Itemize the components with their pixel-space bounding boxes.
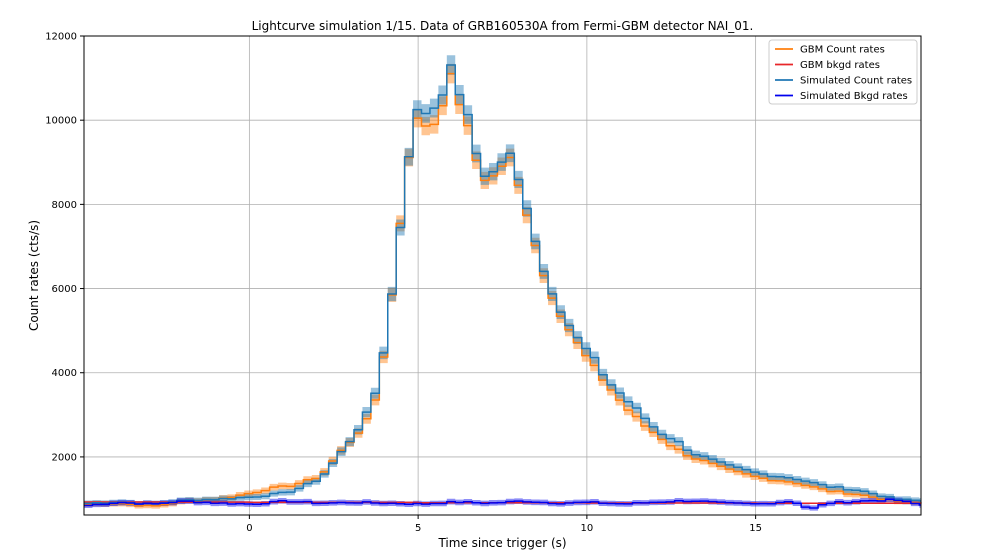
legend-box <box>768 39 918 105</box>
plot-frame <box>83 35 922 516</box>
error-band-gbm-count-rates <box>84 63 921 509</box>
series-line-simulated-count-rates <box>84 64 921 505</box>
grid-lines <box>84 35 921 515</box>
y-tick-label: 2000 <box>52 452 77 463</box>
legend: GBM Count rates GBM bkgd rates Simulated C… <box>768 39 918 105</box>
legend-label: Simulated Bkgd rates <box>800 91 908 102</box>
y-axis-title: Count rates (cts/s) <box>27 220 41 331</box>
y-tick-label: 12000 <box>45 32 77 43</box>
x-axis-title: Time since trigger (s) <box>437 536 566 550</box>
x-tick-label: 15 <box>749 523 762 534</box>
series-line-gbm-count-rates <box>84 72 921 507</box>
series-lines <box>84 64 922 509</box>
x-tick-label: 10 <box>581 523 594 534</box>
y-tick-label: 4000 <box>52 368 77 379</box>
y-axis-ticks: 2000 4000 6000 8000 10000 12000 <box>45 32 84 463</box>
x-tick-label: 5 <box>415 523 421 534</box>
chart-title: Lightcurve simulation 1/15. Data of GRB1… <box>252 19 754 33</box>
legend-label: GBM Count rates <box>800 45 885 56</box>
y-tick-label: 6000 <box>52 284 77 295</box>
legend-label: GBM bkgd rates <box>800 60 880 71</box>
error-bands <box>84 55 921 511</box>
x-axis-ticks: 0 5 10 15 <box>246 515 762 534</box>
y-tick-label: 8000 <box>52 200 77 211</box>
y-tick-label: 10000 <box>45 116 77 127</box>
legend-label: Simulated Count rates <box>800 76 912 87</box>
x-tick-label: 0 <box>246 523 252 534</box>
series-line-simulated-bkgd-rates <box>84 498 921 509</box>
legend-items: GBM Count rates GBM bkgd rates Simulated C… <box>775 45 912 102</box>
error-band-simulated-count-rates <box>84 55 921 507</box>
